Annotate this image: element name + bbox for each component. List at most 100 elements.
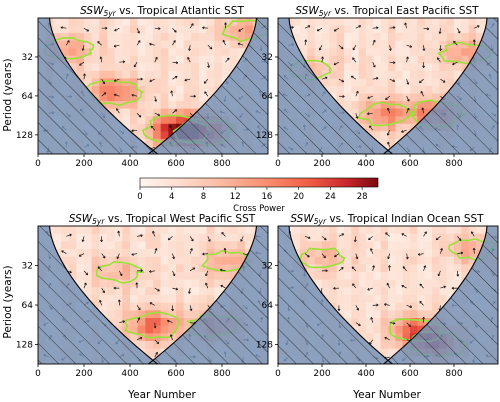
power-cell (206, 256, 215, 265)
power-cell (476, 25, 484, 34)
phase-arrow (372, 62, 376, 68)
phase-arrow (170, 334, 173, 340)
power-cell (206, 226, 215, 235)
power-cell (160, 86, 169, 94)
power-cell (160, 295, 169, 304)
power-cell (380, 256, 389, 265)
phase-arrow (172, 61, 178, 64)
power-cell (373, 70, 382, 79)
power-cell (91, 70, 100, 79)
phase-arrow-head (240, 239, 243, 242)
phase-arrow-head (352, 47, 356, 51)
phase-arrow-head (205, 273, 208, 277)
power-cell (329, 256, 338, 265)
phase-arrow-head (140, 234, 143, 238)
power-cell (351, 256, 360, 265)
phase-arrow-head (392, 321, 396, 325)
power-cell (417, 318, 426, 327)
power-cell (358, 70, 367, 79)
power-cell (199, 302, 208, 311)
power-cell (307, 233, 316, 242)
power-cell (373, 318, 382, 327)
power-cell (336, 18, 345, 26)
phase-arrow (114, 94, 120, 97)
power-cell (245, 241, 254, 250)
power-cell (107, 63, 116, 72)
power-cell (329, 40, 338, 49)
phase-arrow (119, 270, 123, 276)
power-cell (446, 233, 455, 242)
x-tick-label: 800 (213, 159, 230, 169)
power-cell (388, 55, 396, 64)
power-cell (176, 93, 185, 102)
power-cell (191, 226, 200, 235)
power-cell (380, 302, 389, 311)
power-cell (351, 78, 360, 87)
power-cell (153, 272, 162, 281)
power-cell (76, 55, 85, 64)
power-cell (461, 241, 470, 250)
power-cell (366, 108, 374, 117)
power-cell (114, 249, 123, 258)
phase-arrow-head (370, 248, 373, 251)
power-cell (168, 93, 177, 102)
power-cell (439, 70, 448, 79)
power-cell (160, 33, 169, 42)
coi-boundary (288, 18, 488, 154)
power-cell (68, 241, 77, 250)
power-cell (107, 70, 116, 79)
power-cell (199, 93, 208, 102)
power-cell (292, 18, 301, 26)
power-cell (380, 55, 389, 64)
power-cell (176, 241, 185, 250)
power-cell (137, 226, 146, 235)
power-cell (432, 40, 440, 49)
power-cell (307, 249, 316, 258)
power-cell (160, 116, 169, 125)
power-cell (130, 40, 139, 49)
phase-arrow-head (457, 30, 461, 34)
power-cell (439, 264, 448, 273)
phase-arrow (113, 44, 120, 47)
x-tick-label: 200 (313, 369, 330, 379)
power-cell (130, 264, 139, 273)
phase-arrow-head (368, 237, 371, 241)
power-cell (61, 256, 70, 265)
power-cell (366, 25, 374, 34)
power-cell (351, 101, 360, 110)
power-cell (417, 70, 426, 79)
power-cell (461, 249, 470, 258)
power-cell (191, 233, 200, 242)
phase-arrow-head (375, 76, 379, 80)
power-cell (344, 226, 352, 235)
xlabel-right: Year Number (352, 389, 421, 401)
power-cell (191, 33, 200, 42)
power-cell (153, 279, 162, 288)
phase-arrow (406, 305, 412, 308)
power-cell (168, 101, 177, 110)
power-cell (229, 18, 238, 26)
power-cell (76, 70, 85, 79)
power-cell (160, 55, 169, 64)
power-cell (229, 264, 238, 273)
power-cell (402, 333, 411, 342)
power-cell (424, 264, 433, 273)
power-cell (122, 287, 131, 296)
power-cell (237, 33, 246, 42)
power-cell (432, 226, 440, 235)
power-cell (245, 33, 254, 42)
power-cell (373, 287, 382, 296)
power-cell (153, 40, 162, 49)
power-cell (99, 18, 108, 26)
x-tick-label: 200 (313, 159, 330, 169)
power-cell (314, 249, 323, 258)
power-cell (145, 63, 154, 72)
phase-arrow (154, 352, 158, 358)
power-cell (388, 295, 396, 304)
power-cell (336, 249, 345, 258)
power-cell (153, 25, 162, 34)
power-cell (160, 325, 169, 334)
power-cell (329, 86, 338, 94)
power-cell (454, 48, 462, 57)
power-cell (84, 48, 93, 57)
